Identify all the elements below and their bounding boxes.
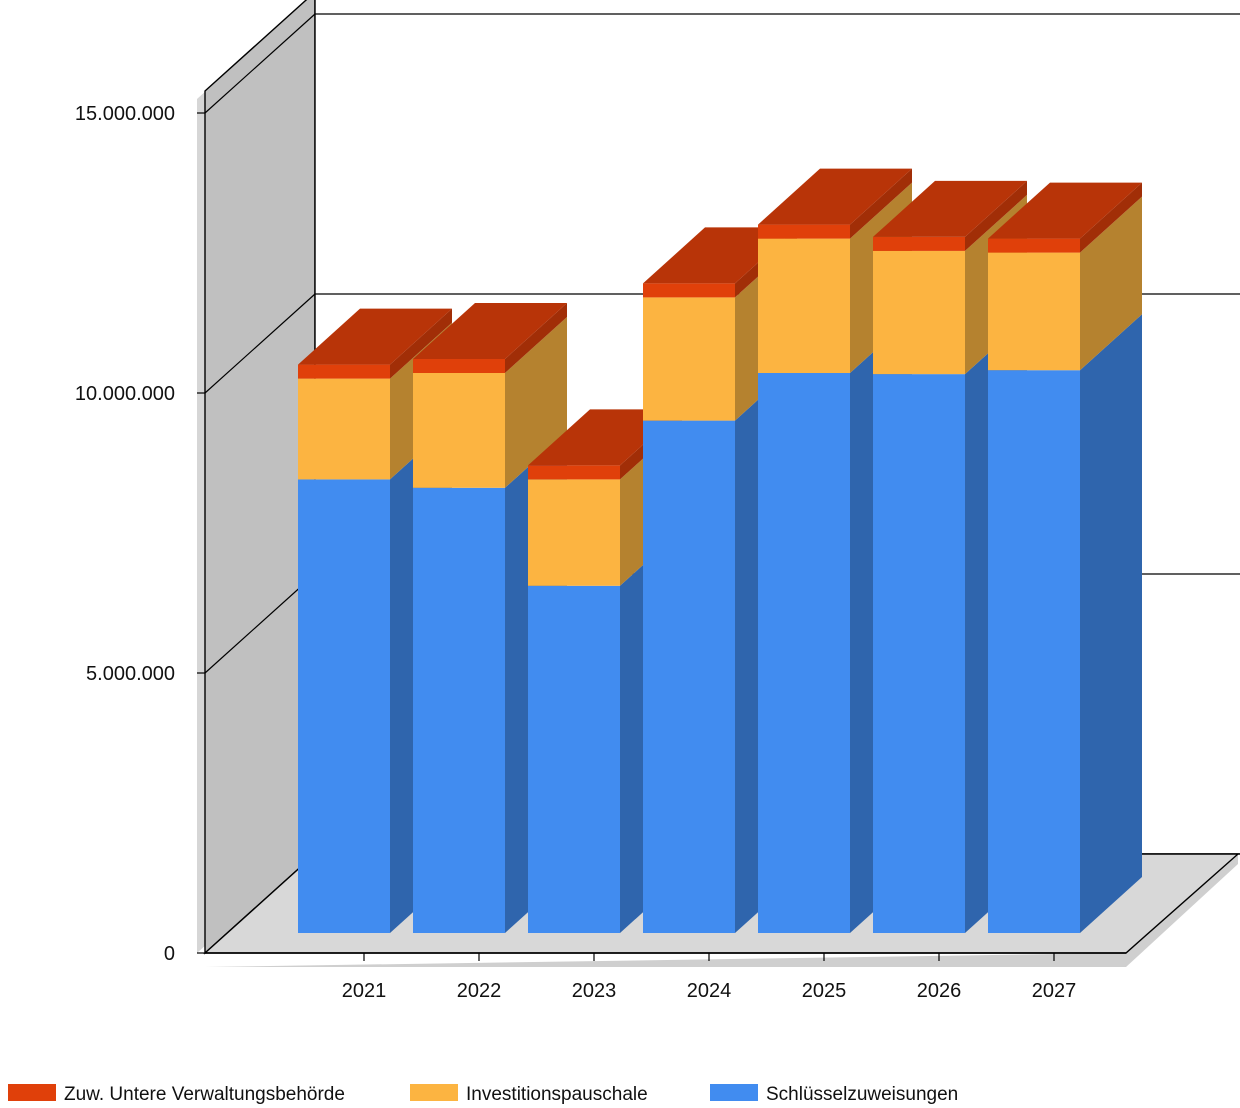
bar-2022-1-front bbox=[413, 373, 505, 488]
gridline-side-3 bbox=[204, 13, 316, 114]
bar-2025-top bbox=[758, 168, 912, 225]
y-tick-label-2: 10.000.000 bbox=[75, 383, 175, 405]
legend: Zuw. Untere Verwaltungsbehörde Investitio… bbox=[8, 1084, 958, 1105]
y-axis: 0 5.000.000 10.000.000 15.000.000 bbox=[75, 103, 205, 965]
gridline-side-1 bbox=[204, 573, 316, 674]
legend-label-1: Investitionspauschale bbox=[466, 1084, 648, 1105]
bar-2023-1-front bbox=[528, 479, 620, 586]
x-tick-label-2025: 2025 bbox=[802, 980, 847, 1002]
floor-shadow bbox=[205, 854, 1238, 967]
x-tick-label-2024: 2024 bbox=[687, 980, 732, 1002]
legend-label-2: Schlüsselzuweisungen bbox=[766, 1084, 958, 1105]
bar-2022-2-side bbox=[505, 303, 567, 373]
y-tick-label-1: 5.000.000 bbox=[86, 663, 175, 685]
bar-2027-0-side bbox=[1080, 314, 1142, 933]
bars bbox=[298, 168, 1142, 934]
legend-swatch-2 bbox=[710, 1084, 758, 1101]
bar-2027-2-side bbox=[1080, 182, 1142, 253]
x-tick-label-2026: 2026 bbox=[917, 980, 962, 1002]
legend-swatch-1 bbox=[410, 1084, 458, 1101]
gridline-side-2 bbox=[204, 293, 316, 394]
bar-2021-top bbox=[298, 308, 452, 365]
legend-label-0: Zuw. Untere Verwaltungsbehörde bbox=[64, 1084, 345, 1105]
bar-2024-2-front bbox=[643, 283, 735, 298]
legend-swatch-0 bbox=[8, 1084, 56, 1101]
bar-2027-2-front bbox=[988, 238, 1080, 253]
bar-2023-0-front bbox=[528, 585, 620, 933]
x-tick-label-2021: 2021 bbox=[342, 980, 387, 1002]
bar-2027-1-side bbox=[1080, 196, 1142, 371]
bar-2026-top bbox=[873, 180, 1027, 237]
x-tick-label-2027: 2027 bbox=[1032, 980, 1077, 1002]
bar-2027-0-front bbox=[988, 370, 1080, 933]
bar-2027-1-front bbox=[988, 252, 1080, 371]
bar-2026-2-front bbox=[873, 236, 965, 251]
x-tick-label-2023: 2023 bbox=[572, 980, 617, 1002]
bar-2022-2-front bbox=[413, 359, 505, 373]
bar-2024-0-front bbox=[643, 420, 735, 934]
bar-2025-0-front bbox=[758, 373, 850, 933]
y-tick-label-0: 0 bbox=[164, 943, 175, 965]
bar-2021-0-front bbox=[298, 479, 390, 933]
bar-2024-1-front bbox=[643, 297, 735, 421]
bar-2027-top bbox=[988, 182, 1142, 239]
x-axis: 2021 2022 2023 2024 2025 2026 2027 bbox=[205, 952, 1126, 1002]
bar-2025-2-side bbox=[850, 168, 912, 239]
y-tick-label-3: 15.000.000 bbox=[75, 103, 175, 125]
bar-2026-0-front bbox=[873, 374, 965, 933]
bar-2025-2-front bbox=[758, 224, 850, 239]
bar-2021-2-front bbox=[298, 364, 390, 379]
bar-2026-1-front bbox=[873, 250, 965, 375]
bar-2026-2-side bbox=[965, 180, 1027, 251]
x-tick-label-2022: 2022 bbox=[457, 980, 502, 1002]
bar-2025-1-front bbox=[758, 238, 850, 373]
bar-2021-1-front bbox=[298, 378, 390, 480]
bar-2023-2-front bbox=[528, 465, 620, 480]
bar-2021-2-side bbox=[390, 308, 452, 379]
bar-2022-top bbox=[413, 303, 567, 359]
bar-2022-0-front bbox=[413, 487, 505, 933]
